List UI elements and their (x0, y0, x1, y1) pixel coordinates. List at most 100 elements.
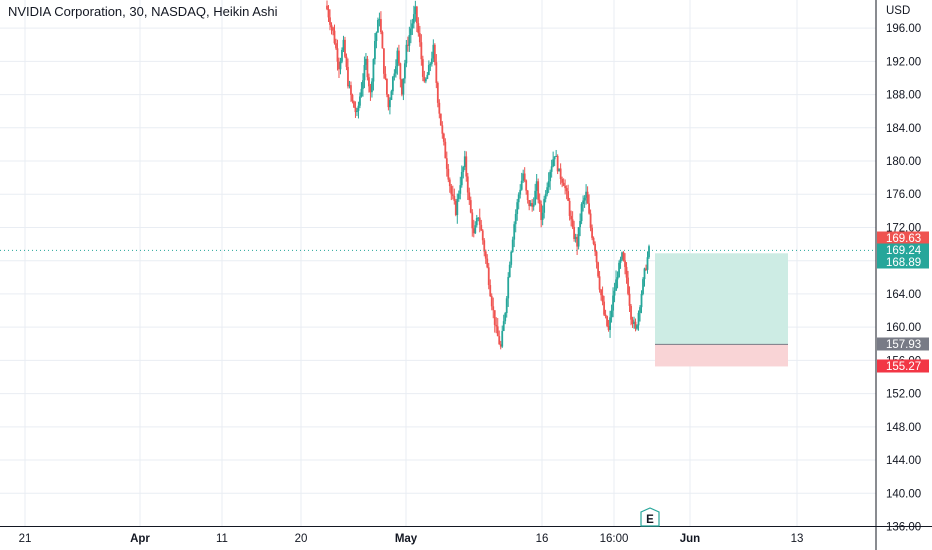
candle-body (359, 96, 361, 106)
earnings-flag-shape[interactable] (640, 507, 660, 527)
candle-body (363, 64, 366, 81)
candle (402, 78, 405, 101)
candle (330, 22, 333, 35)
candle (365, 53, 367, 71)
profit-zone[interactable] (655, 253, 788, 345)
candle-body (541, 212, 544, 221)
earnings-marker[interactable]: E (640, 507, 660, 527)
candle (523, 167, 526, 183)
candle-body (609, 317, 611, 330)
candle-body (537, 181, 540, 200)
price-badge-ask: 168.89 (877, 255, 929, 269)
candle (383, 48, 385, 79)
candle-body (489, 285, 492, 297)
candle-body (384, 73, 387, 79)
candle (606, 315, 608, 328)
y-tick-label: 196.00 (886, 23, 921, 35)
candle-body (327, 9, 330, 18)
x-tick-label: 20 (295, 533, 308, 545)
earnings-flag-icon[interactable]: E (640, 507, 660, 527)
candle-body (357, 105, 360, 111)
price-badge-text: 169.63 (886, 233, 921, 245)
candle-body (595, 251, 598, 263)
earnings-flag-label[interactable]: E (646, 514, 654, 526)
candle (648, 244, 650, 259)
candle-body (474, 225, 477, 234)
candle-body (429, 63, 432, 66)
candle-body (579, 221, 582, 228)
candle (345, 53, 348, 71)
candle (439, 113, 442, 126)
price-badge-bg (877, 231, 929, 245)
candle (601, 286, 604, 306)
candle (391, 75, 394, 95)
y-tick-label: 164.00 (886, 289, 921, 301)
price-badge-entry: 157.93 (877, 337, 929, 351)
candle-body (435, 62, 438, 83)
candle (579, 213, 582, 237)
candle (645, 264, 647, 271)
candle (394, 59, 397, 78)
candle-body (354, 107, 357, 113)
candle-body (645, 268, 647, 270)
currency-label: USD (886, 5, 910, 17)
candle (639, 305, 641, 322)
candle (634, 318, 637, 332)
price-badge-bid: 169.63 (877, 231, 929, 245)
candle-body (516, 202, 519, 215)
candle (478, 208, 481, 233)
x-tick-label: 11 (216, 533, 228, 545)
candle-body (529, 203, 532, 207)
candle (508, 261, 511, 278)
long-position-tool[interactable] (655, 253, 788, 367)
candle-body (499, 344, 502, 347)
candle (457, 190, 460, 202)
candle (520, 172, 523, 191)
candle-body (475, 218, 478, 226)
candle (448, 177, 451, 193)
candle (360, 82, 363, 98)
candle (469, 196, 472, 214)
candle (411, 18, 414, 35)
candle-body (496, 326, 499, 337)
candle-body (555, 155, 558, 157)
candle-body (507, 276, 510, 299)
candle (546, 182, 549, 197)
y-tick-label: 136.00 (886, 522, 921, 534)
candle-body (459, 185, 462, 194)
candle (447, 163, 450, 183)
candle-body (511, 239, 514, 252)
candle (619, 256, 622, 269)
candle-body (567, 191, 570, 201)
candle (354, 101, 357, 118)
candle-body (329, 17, 331, 25)
candle-body (450, 186, 453, 195)
candle (409, 19, 412, 44)
candle-body (637, 312, 640, 326)
candle-body (552, 159, 555, 167)
candle-body (394, 66, 397, 74)
candle (583, 195, 586, 208)
candle-body (490, 296, 493, 307)
candle-body (543, 198, 546, 213)
y-tick-label: 140.00 (886, 488, 921, 500)
candle-body (603, 301, 605, 315)
candle (630, 304, 632, 326)
candle-body (487, 267, 490, 286)
price-badge-bg (877, 255, 929, 269)
candle (375, 31, 378, 49)
y-tick-label: 148.00 (886, 422, 921, 434)
loss-zone[interactable] (655, 344, 788, 367)
candle-body (414, 6, 417, 15)
candle (387, 94, 390, 111)
candle-body (380, 19, 382, 33)
candle-body (636, 325, 638, 329)
candle (510, 250, 513, 268)
candle-body (420, 42, 423, 60)
candle (582, 195, 585, 212)
candle-body (471, 212, 474, 229)
candle (350, 81, 352, 102)
candle-body (486, 258, 489, 268)
